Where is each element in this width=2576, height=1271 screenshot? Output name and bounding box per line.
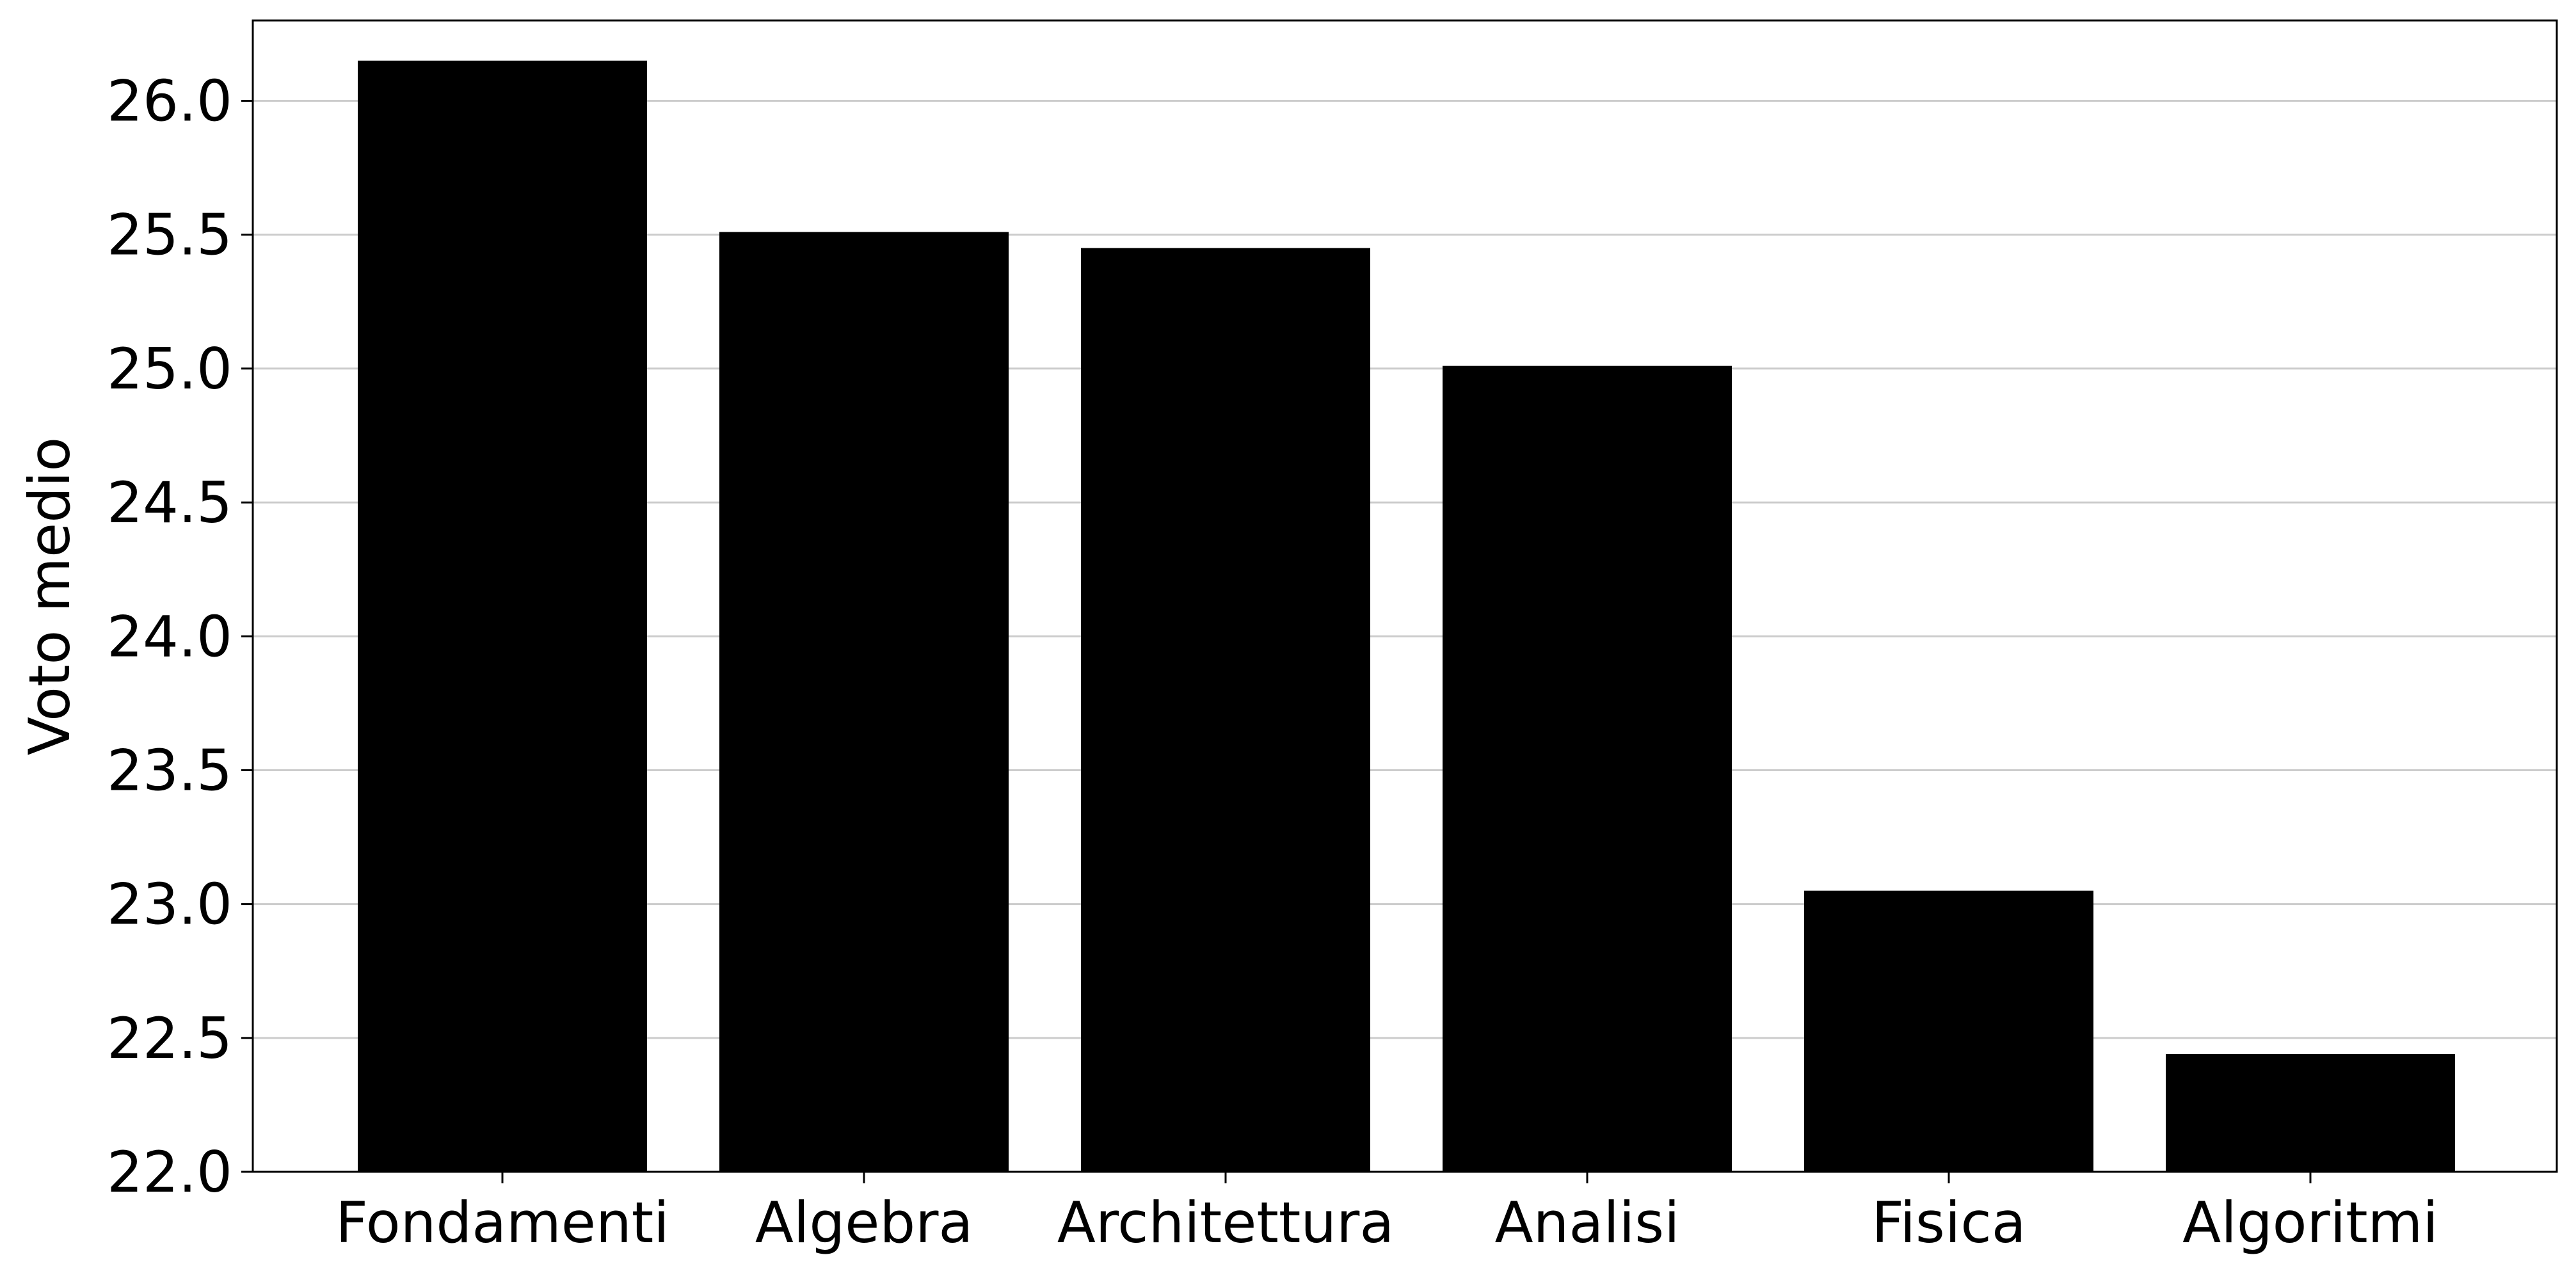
bars [358, 60, 2455, 1172]
plot-area-frame [252, 19, 2558, 1173]
y-tick-label: 22.5 [107, 1005, 232, 1071]
x-tick-label: Fondamenti [335, 1190, 669, 1256]
bar-fisica [1804, 890, 2093, 1172]
y-tick-label: 24.0 [107, 604, 232, 669]
bar-algoritmi [2166, 1053, 2455, 1172]
y-axis-ticks: 22.0 22.5 23.0 23.5 24.0 24.5 25.0 25.5 26.0 [107, 68, 253, 1205]
x-axis-ticks: Fondamenti Algebra Architettura Analisi Fisi… [335, 1172, 2438, 1256]
bar-fondamenti [358, 60, 647, 1172]
bar-architettura [1081, 248, 1370, 1172]
y-tick-label: 24.5 [107, 470, 232, 536]
x-tick-label: Analisi [1494, 1190, 1679, 1256]
bar-analisi [1443, 365, 1732, 1172]
x-tick-label: Algebra [755, 1190, 973, 1256]
y-tick-label: 22.0 [107, 1139, 232, 1205]
x-tick-label: Algoritmi [2182, 1190, 2438, 1256]
x-tick-label: Fisica [1871, 1190, 2026, 1256]
y-axis-label: Voto medio [17, 437, 83, 756]
y-tick-label: 23.0 [107, 872, 232, 938]
y-tick-label: 26.0 [107, 68, 232, 134]
y-tick-label: 25.5 [107, 202, 232, 268]
y-tick-label: 23.5 [107, 737, 232, 803]
bar-algebra [719, 232, 1009, 1172]
y-tick-label: 25.0 [107, 336, 232, 402]
x-tick-label: Architettura [1057, 1190, 1395, 1256]
